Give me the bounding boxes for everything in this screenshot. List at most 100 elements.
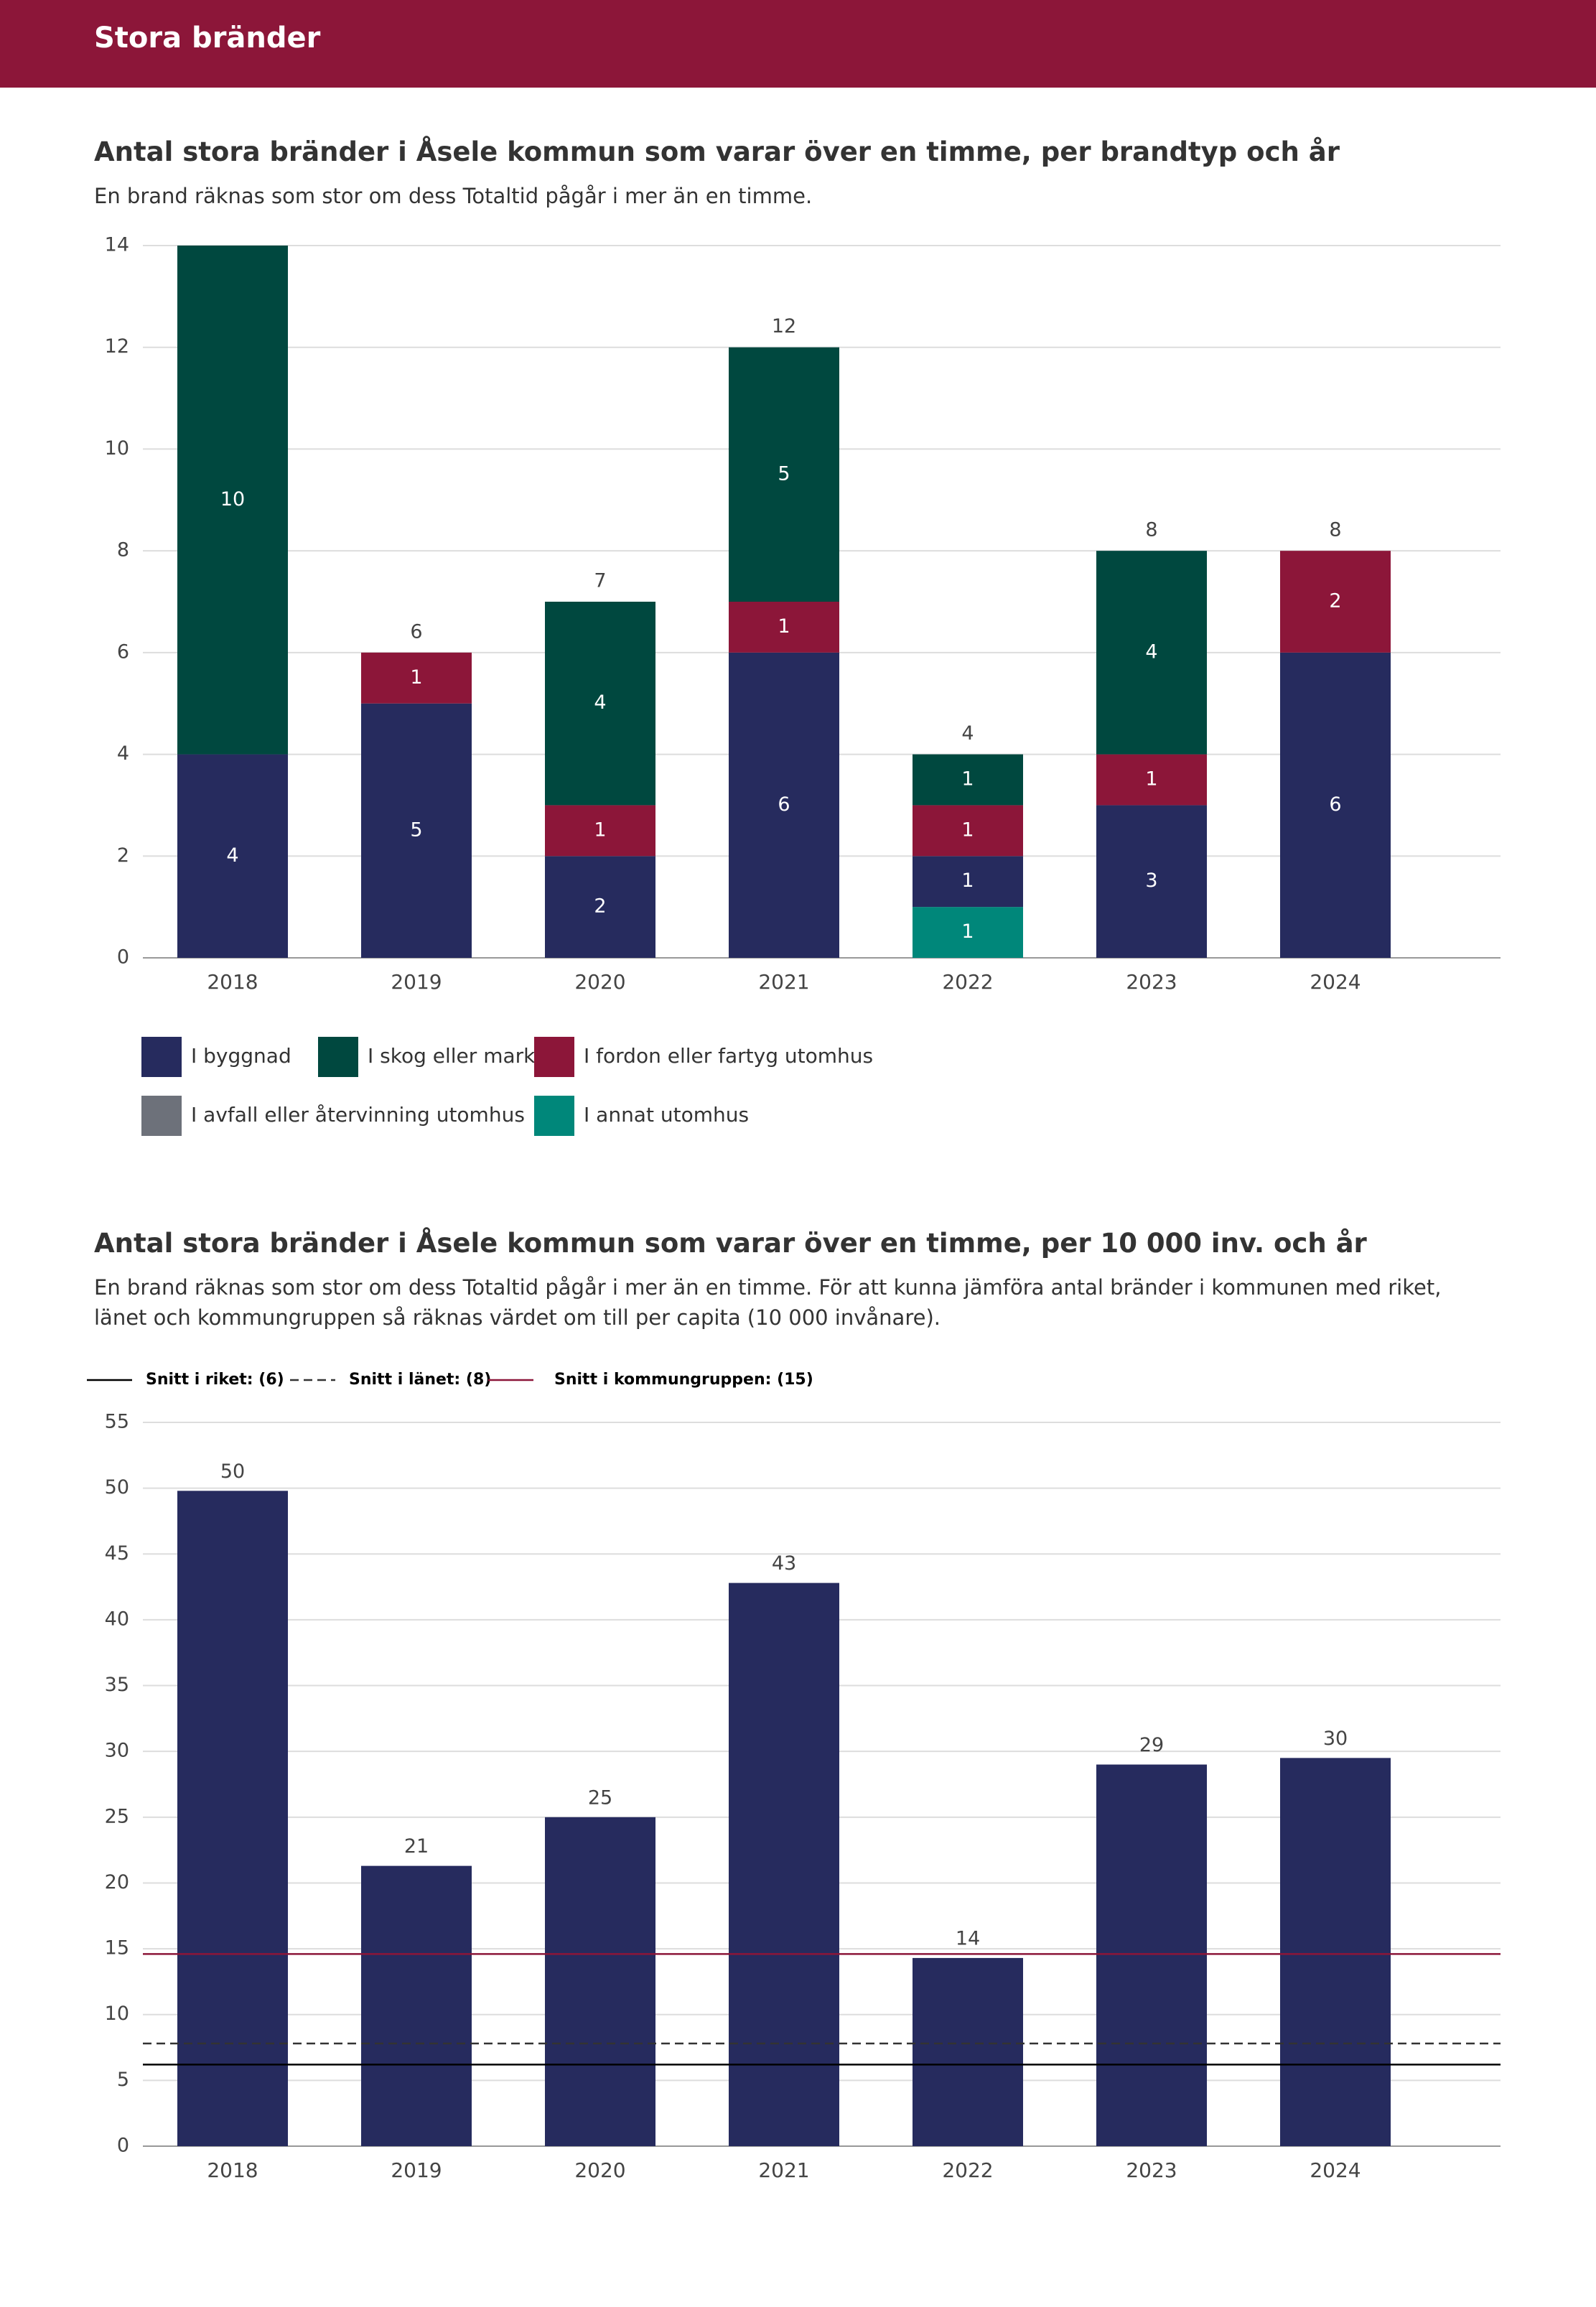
value-label: 4 <box>1145 640 1157 663</box>
y-tick-label: 5 <box>117 2069 129 2091</box>
bar-segment <box>729 347 839 602</box>
bar-segment <box>1096 551 1207 755</box>
bar-segment <box>913 754 1023 806</box>
y-tick-label: 12 <box>105 335 129 358</box>
value-label: 50 <box>220 1460 245 1483</box>
y-tick-label: 14 <box>105 234 129 256</box>
value-label: 2 <box>1329 590 1341 612</box>
y-tick-label: 10 <box>105 2003 129 2025</box>
bar <box>545 1817 655 2146</box>
chart-subtitle: En brand räknas som stor om dess Totalti… <box>94 1275 1442 1330</box>
value-label: 1 <box>961 870 974 892</box>
value-label: 4 <box>594 691 606 714</box>
bar-segment <box>1280 652 1391 958</box>
value-label: 1 <box>1145 768 1157 791</box>
bar-segment <box>361 703 472 958</box>
chart-title: Antal stora bränder i Åsele kommun som v… <box>94 136 1340 167</box>
y-tick-label: 20 <box>105 1871 129 1893</box>
x-tick-label: 2020 <box>574 970 625 994</box>
bar <box>177 1491 288 2146</box>
x-tick-label: 2021 <box>758 2158 809 2182</box>
bar-segment <box>545 856 655 958</box>
bar-segment <box>913 907 1023 958</box>
x-tick-label: 2024 <box>1310 970 1361 994</box>
total-label: 4 <box>961 722 974 745</box>
x-tick-label: 2022 <box>942 2158 993 2182</box>
legend-label: I byggnad <box>191 1044 291 1068</box>
legend-label: I fordon eller fartyg utomhus <box>584 1044 873 1068</box>
x-tick-label: 2019 <box>391 2158 442 2182</box>
value-label: 1 <box>594 819 606 841</box>
bar-segment <box>177 246 288 755</box>
bar <box>729 1583 839 2146</box>
bar-segment <box>913 805 1023 857</box>
bar-segment <box>1096 754 1207 806</box>
y-tick-label: 40 <box>105 1608 129 1630</box>
legend-label: I annat utomhus <box>584 1103 749 1127</box>
legend-swatch <box>534 1037 574 1077</box>
chart-subtitle: En brand räknas som stor om dess Totalti… <box>94 184 813 208</box>
total-label: 8 <box>1329 519 1341 541</box>
x-tick-label: 2018 <box>207 970 258 994</box>
y-tick-label: 0 <box>117 946 129 969</box>
x-tick-label: 2019 <box>391 970 442 994</box>
y-tick-label: 8 <box>117 539 129 561</box>
legend-label: I avfall eller återvinning utomhus <box>191 1103 525 1127</box>
value-label: 1 <box>410 666 422 689</box>
bar-segment <box>1096 805 1207 958</box>
y-tick-label: 30 <box>105 1740 129 1762</box>
y-tick-label: 55 <box>105 1411 129 1433</box>
bar <box>1096 1764 1207 2146</box>
y-tick-label: 0 <box>117 2135 129 2157</box>
bar-segment <box>729 602 839 653</box>
value-label: 1 <box>961 819 974 841</box>
y-tick-label: 45 <box>105 1542 129 1565</box>
y-tick-label: 15 <box>105 1937 129 1959</box>
legend-label: Snitt i kommungruppen: (15) <box>554 1371 813 1389</box>
value-label: 4 <box>226 844 238 867</box>
y-tick-label: 2 <box>117 844 129 867</box>
total-label: 8 <box>1145 519 1157 541</box>
value-label: 43 <box>772 1552 796 1575</box>
value-label: 5 <box>410 819 422 841</box>
bar <box>1280 1758 1391 2146</box>
bar-segment <box>177 754 288 958</box>
value-label: 6 <box>1329 793 1341 816</box>
y-tick-label: 4 <box>117 742 129 765</box>
y-tick-label: 35 <box>105 1674 129 1696</box>
x-tick-label: 2018 <box>207 2158 258 2182</box>
bar-segment <box>545 805 655 857</box>
bar <box>361 1865 472 2146</box>
bar-segment <box>1280 551 1391 653</box>
legend-label: I skog eller mark <box>368 1044 536 1068</box>
x-tick-label: 2023 <box>1126 970 1177 994</box>
chart-title: Antal stora bränder i Åsele kommun som v… <box>94 1228 1367 1259</box>
value-label: 25 <box>588 1786 612 1809</box>
value-label: 14 <box>956 1927 980 1949</box>
x-tick-label: 2021 <box>758 970 809 994</box>
total-label: 6 <box>410 620 422 643</box>
y-tick-label: 6 <box>117 640 129 663</box>
header-title: Stora bränder <box>94 22 321 55</box>
value-label: 30 <box>1323 1728 1348 1750</box>
value-label: 3 <box>1145 870 1157 892</box>
value-label: 1 <box>961 921 974 943</box>
y-tick-label: 25 <box>105 1805 129 1827</box>
total-label: 7 <box>594 570 606 592</box>
x-tick-label: 2024 <box>1310 2158 1361 2182</box>
x-tick-label: 2022 <box>942 970 993 994</box>
legend-swatch <box>141 1096 182 1136</box>
bar-segment <box>545 602 655 806</box>
value-label: 1 <box>778 615 790 638</box>
x-tick-label: 2023 <box>1126 2158 1177 2182</box>
legend-label: Snitt i riket: (6) <box>146 1371 284 1389</box>
value-label: 6 <box>778 793 790 816</box>
value-label: 10 <box>220 488 245 511</box>
y-tick-label: 10 <box>105 437 129 460</box>
legend-swatch <box>318 1037 358 1077</box>
bar <box>913 1957 1023 2146</box>
y-tick-label: 50 <box>105 1476 129 1499</box>
legend-label: Snitt i länet: (8) <box>349 1371 491 1389</box>
